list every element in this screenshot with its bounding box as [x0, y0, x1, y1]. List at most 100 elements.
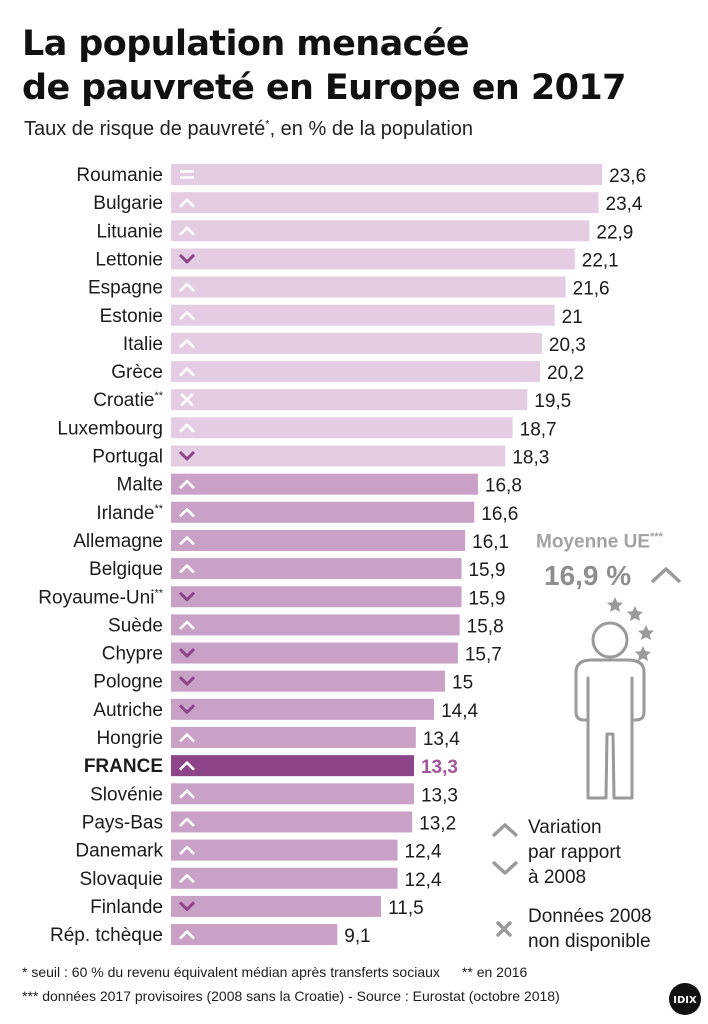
category-label: Portugal: [92, 447, 163, 468]
bar: [171, 361, 541, 383]
variation-up-icon: [179, 198, 195, 208]
category-label: Chypre: [102, 644, 163, 665]
variation-up-icon: [179, 733, 195, 743]
variation-up-icon: [179, 817, 195, 827]
category-label: Pays-Bas: [82, 812, 163, 833]
legend-variation-text: Variation par rapport à 2008: [528, 817, 621, 888]
category-label: Allemagne: [73, 531, 163, 552]
bar-row: Espagne 21,6: [88, 276, 610, 300]
legend-up-icon: [491, 823, 519, 838]
category-label: Espagne: [88, 278, 163, 299]
bar: [171, 473, 478, 495]
value-label: 15,7: [465, 645, 502, 666]
bar-row: Suède 15,8: [108, 614, 504, 637]
bar: [171, 304, 555, 326]
category-label: Estonie: [100, 306, 163, 327]
category-label: Slovaquie: [80, 869, 163, 890]
bar-row: Pologne 15: [93, 670, 473, 694]
value-label: 14,4: [441, 701, 478, 722]
variation-up-icon: [179, 620, 195, 630]
legend-na-text: Données 2008 non disponible: [528, 906, 652, 952]
category-label: Rép. tchèque: [50, 925, 163, 946]
eu-stars-icon: [607, 597, 654, 661]
idix-logo: IDIX: [669, 983, 701, 1015]
bar: [171, 445, 506, 467]
variation-down-icon: [178, 450, 196, 461]
bar: [171, 586, 462, 608]
bar: [171, 248, 575, 270]
bar-row: Royaume-Uni** 15,9: [38, 586, 505, 609]
bar: [171, 614, 460, 636]
bar: [171, 755, 414, 777]
value-label: 13,2: [419, 813, 456, 834]
category-label: FRANCE: [84, 756, 163, 777]
category-label: Irlande**: [96, 503, 163, 524]
bar: [171, 220, 590, 242]
bar: [171, 501, 475, 523]
person-icon: [574, 597, 654, 800]
value-label: 12,4: [405, 842, 442, 863]
variation-up-icon: [179, 423, 195, 433]
bar: [171, 332, 542, 354]
bar-row: Slovaquie 12,4: [80, 867, 442, 891]
category-label: Croatie**: [93, 390, 164, 411]
value-label: 16,1: [472, 532, 509, 553]
title-line-2: de pauvreté en Europe en 2017: [22, 68, 626, 108]
variation-up-icon: [179, 282, 195, 293]
bar-row: Irlande** 16,6: [96, 501, 518, 525]
value-label: 16,8: [485, 476, 522, 497]
eu-average-up-icon: [650, 567, 682, 584]
bar-row: Chypre 15,7: [102, 642, 502, 666]
bar: [171, 558, 462, 580]
value-label: 15: [452, 673, 473, 694]
variation-up-icon: [179, 310, 195, 321]
bar-row: Belgique 15,9: [89, 558, 505, 581]
variation-up-icon: [179, 339, 195, 349]
value-label: 21,6: [573, 279, 610, 300]
bar: [171, 727, 416, 748]
bar: [171, 867, 398, 889]
bar: [171, 811, 413, 833]
category-label: Autriche: [93, 700, 163, 721]
variation-up-icon: [179, 564, 195, 574]
bar-row: Lettonie 22,1: [95, 248, 619, 271]
eu-average-value: 16,9 %: [544, 560, 632, 591]
variation-up-icon: [179, 873, 195, 884]
value-label: 16,6: [481, 504, 518, 525]
variation-up-icon: [179, 367, 195, 377]
chart-title: La population menacée de pauvreté en Eur…: [22, 22, 626, 110]
bar-row: Danemark 12,4: [75, 839, 442, 863]
value-label: 22,1: [582, 250, 619, 271]
variation-up-icon: [179, 226, 195, 236]
bar: [171, 839, 398, 861]
bar: [171, 698, 435, 720]
variation-up-icon: [179, 507, 195, 518]
category-label: Lettonie: [95, 249, 163, 270]
category-label: Danemark: [75, 841, 163, 862]
bar: [171, 670, 446, 692]
category-label: Royaume-Uni**: [38, 587, 163, 608]
variation-down-icon: [178, 901, 196, 911]
variation-down-icon: [178, 647, 196, 658]
bar-row: FRANCE 13,3: [84, 755, 458, 778]
bar: [171, 164, 603, 185]
bar: [171, 389, 528, 411]
variation-down-icon: [178, 253, 196, 264]
legend-down-icon: [491, 860, 519, 875]
bar-row: Rép. tchèque 9,1: [50, 924, 371, 947]
bar-row: Lituanie 22,9: [96, 220, 633, 243]
category-label: Pologne: [93, 672, 163, 693]
value-label: 13,3: [421, 757, 458, 778]
category-label: Suède: [108, 615, 163, 636]
title-line-1: La population menacée: [22, 24, 470, 64]
bar: [171, 642, 458, 664]
value-label: 15,8: [467, 616, 504, 637]
bar-row: Italie 20,3: [123, 332, 586, 356]
bar-row: Bulgarie 23,4: [93, 192, 643, 215]
bar-row: Portugal 18,3: [92, 445, 549, 469]
category-label: Slovénie: [90, 784, 163, 805]
bar-row: Malte 16,8: [117, 473, 522, 497]
footnote-line-1: * seuil : 60 % du revenu équivalent médi…: [22, 964, 528, 980]
category-label: Malte: [117, 475, 163, 496]
